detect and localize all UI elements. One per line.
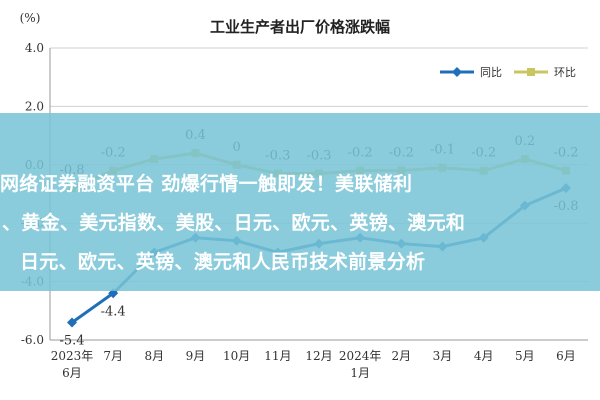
legend: 同比 环比 bbox=[440, 66, 576, 79]
x-tick-4-0: 10月 bbox=[223, 349, 250, 363]
legend-label-0: 同比 bbox=[480, 66, 502, 79]
x-tick-7-1: 1月 bbox=[350, 366, 370, 380]
x-tick-10-0: 4月 bbox=[474, 349, 494, 363]
x-tick-7-0: 2024年 bbox=[339, 349, 382, 363]
legend-marker-1 bbox=[527, 68, 535, 76]
x-tick-12-0: 6月 bbox=[556, 349, 576, 363]
x-tick-3-0: 9月 bbox=[186, 349, 206, 363]
news-banner-overlay[interactable]: 网络证券融资平台 劲爆行情一触即发！美联储利 、黄金、美元指数、美股、日元、欧元… bbox=[0, 113, 600, 291]
x-tick-0-1: 6月 bbox=[62, 366, 82, 380]
x-tick-labels: 2023年 6月 7月 8月 9月 10月 11月 12月 2024年 1月 2月 3月 4月 5月 6月 bbox=[51, 349, 576, 380]
y-tick-5: -6.0 bbox=[21, 333, 44, 347]
x-tick-11-0: 5月 bbox=[515, 349, 535, 363]
chart-title: 工业生产者出厂价格涨跌幅 bbox=[210, 18, 390, 36]
y-tick-1: 2.0 bbox=[25, 99, 44, 113]
legend-marker-0 bbox=[452, 67, 462, 77]
banner-line-2[interactable]: 、黄金、美元指数、美股、日元、欧元、英镑、澳元和 bbox=[2, 212, 466, 234]
x-tick-9-0: 3月 bbox=[433, 349, 453, 363]
banner-line-1[interactable]: 网络证券融资平台 劲爆行情一触即发！美联储利 bbox=[0, 173, 413, 195]
x-tick-1-0: 7月 bbox=[103, 349, 123, 363]
x-tick-5-0: 11月 bbox=[264, 349, 291, 363]
x-tick-2-0: 8月 bbox=[145, 349, 165, 363]
x-tick-0-0: 2023年 bbox=[51, 349, 94, 363]
legend-label-1: 环比 bbox=[554, 66, 576, 79]
series-0-label-0: -5.4 bbox=[59, 333, 84, 348]
series-0-point-0 bbox=[67, 317, 77, 328]
x-tick-8-0: 2月 bbox=[392, 349, 412, 363]
y-axis-unit: (%) bbox=[20, 11, 41, 25]
y-tick-0: 4.0 bbox=[25, 41, 44, 55]
series-0-label-1: -4.4 bbox=[101, 304, 126, 319]
banner-line-3[interactable]: 日元、欧元、英镑、澳元和人民币技术前景分析 bbox=[20, 251, 426, 273]
x-tick-6-0: 12月 bbox=[305, 349, 332, 363]
